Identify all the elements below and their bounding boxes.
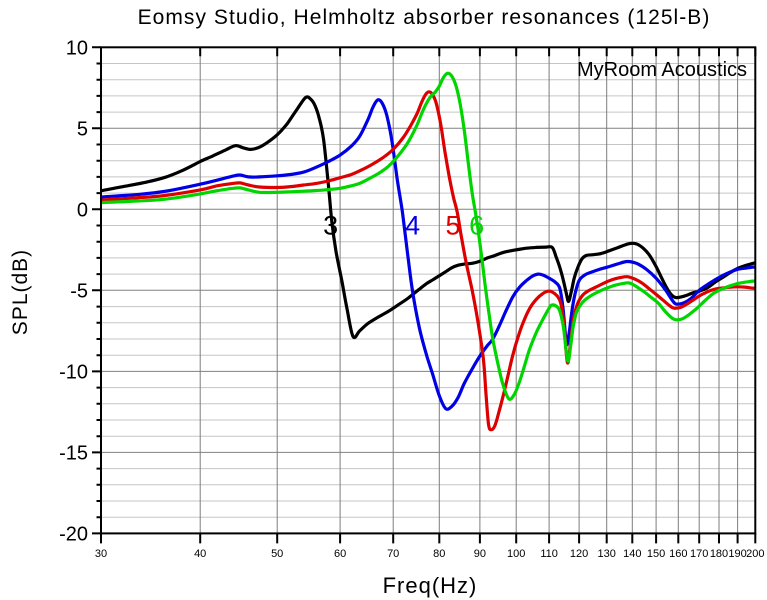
svg-text:SPL(dB): SPL(dB): [9, 249, 32, 335]
svg-text:90: 90: [474, 548, 486, 560]
svg-text:180: 180: [710, 548, 728, 560]
svg-text:10: 10: [66, 37, 88, 59]
svg-text:50: 50: [271, 548, 283, 560]
svg-text:190: 190: [728, 548, 746, 560]
svg-text:140: 140: [623, 548, 641, 560]
svg-text:4: 4: [405, 211, 420, 241]
svg-text:100: 100: [507, 548, 525, 560]
svg-text:MyRoom Acoustics: MyRoom Acoustics: [577, 59, 747, 81]
svg-text:130: 130: [598, 548, 616, 560]
svg-text:70: 70: [387, 548, 399, 560]
svg-text:120: 120: [570, 548, 588, 560]
svg-text:Eomsy Studio, Helmholtz absorb: Eomsy Studio, Helmholtz absorber resonan…: [138, 6, 711, 29]
svg-text:5: 5: [445, 211, 460, 241]
svg-text:200: 200: [746, 548, 764, 560]
svg-text:170: 170: [690, 548, 708, 560]
svg-text:Freq(Hz): Freq(Hz): [383, 573, 478, 598]
svg-text:5: 5: [77, 118, 88, 140]
svg-text:-5: -5: [70, 280, 88, 302]
svg-text:40: 40: [194, 548, 206, 560]
svg-text:30: 30: [95, 548, 107, 560]
svg-text:80: 80: [433, 548, 445, 560]
svg-text:3: 3: [323, 211, 338, 241]
svg-text:60: 60: [334, 548, 346, 560]
svg-text:-15: -15: [59, 442, 88, 464]
svg-text:0: 0: [77, 199, 88, 221]
svg-text:-20: -20: [59, 523, 88, 545]
svg-text:150: 150: [647, 548, 665, 560]
svg-text:160: 160: [669, 548, 687, 560]
svg-text:-10: -10: [59, 361, 88, 383]
svg-text:110: 110: [540, 548, 558, 560]
svg-text:6: 6: [469, 211, 484, 241]
